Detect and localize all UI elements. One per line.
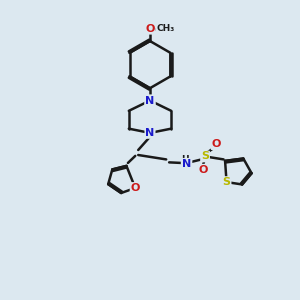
Text: S: S: [201, 152, 209, 161]
Text: N: N: [146, 128, 154, 138]
Text: N: N: [146, 95, 154, 106]
Text: N: N: [146, 95, 154, 106]
Text: O: O: [198, 165, 207, 175]
Text: CH₃: CH₃: [156, 24, 174, 33]
Text: S: S: [223, 177, 231, 187]
Text: O: O: [145, 24, 155, 34]
Text: O: O: [212, 139, 221, 149]
Text: N: N: [182, 159, 191, 169]
Text: O: O: [130, 183, 140, 193]
Text: H: H: [182, 155, 189, 164]
